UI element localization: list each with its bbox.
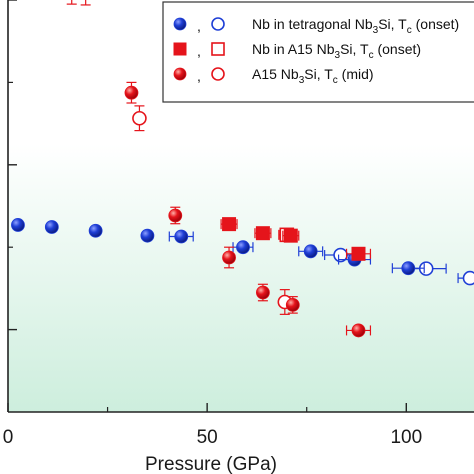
legend-separator: , [197,43,201,59]
filled-circle-marker [88,223,103,238]
filled-circle-marker [168,208,183,223]
filled-square-marker [222,217,237,232]
axes [7,0,474,413]
series-3 [66,0,372,338]
filled-square-marker [255,226,270,241]
open-circle-marker [211,67,225,81]
filled-circle-marker [401,261,416,276]
filled-circle-marker [222,250,236,265]
open-circle-marker [132,110,147,126]
x-tick-label: 0 [3,427,14,448]
filled-circle-marker [174,229,189,244]
open-circle-marker [211,17,225,31]
legend-separator: , [197,68,201,84]
series-1 [11,218,474,286]
legend-entry: , A15 Nb3Si, Tc (mid) [173,66,374,86]
series-2 [220,217,372,261]
legend-entry: , Nb in A15 Nb3Si, Tc (onset) [173,41,421,61]
legend-entry: , Nb in tetragonal Nb3Si, Tc (onset) [173,16,459,36]
open-circle-marker [462,270,474,286]
filled-circle-marker [173,67,187,81]
filled-circle-marker [236,240,250,255]
legend: , Nb in tetragonal Nb3Si, Tc (onset), Nb i… [162,1,474,103]
filled-square-marker [173,42,187,56]
filled-circle-marker [140,228,155,243]
data-marks [11,0,474,338]
filled-square-marker [283,228,298,243]
filled-circle-marker [285,297,300,312]
filled-circle-marker [11,218,25,232]
x-axis-title: Pressure (GPa) [145,454,277,474]
filled-circle-marker [44,220,59,234]
legend-label: Nb in tetragonal Nb3Si, Tc (onset) [252,16,459,36]
filled-circle-marker [351,323,366,338]
x-tick-label: 100 [390,427,422,448]
filled-circle-marker [124,85,139,100]
x-tick-labels: 0 50 100 [3,427,422,448]
legend-label: A15 Nb3Si, Tc (mid) [252,66,374,86]
x-tick-label: 50 [197,427,218,448]
filled-square-marker [351,246,366,261]
filled-circle-marker [173,17,187,31]
legend-label: Nb in A15 Nb3Si, Tc (onset) [252,41,421,61]
open-square-marker [211,42,225,56]
filled-circle-marker [303,244,318,259]
filled-circle-marker [256,285,270,300]
legend-separator: , [197,18,201,34]
